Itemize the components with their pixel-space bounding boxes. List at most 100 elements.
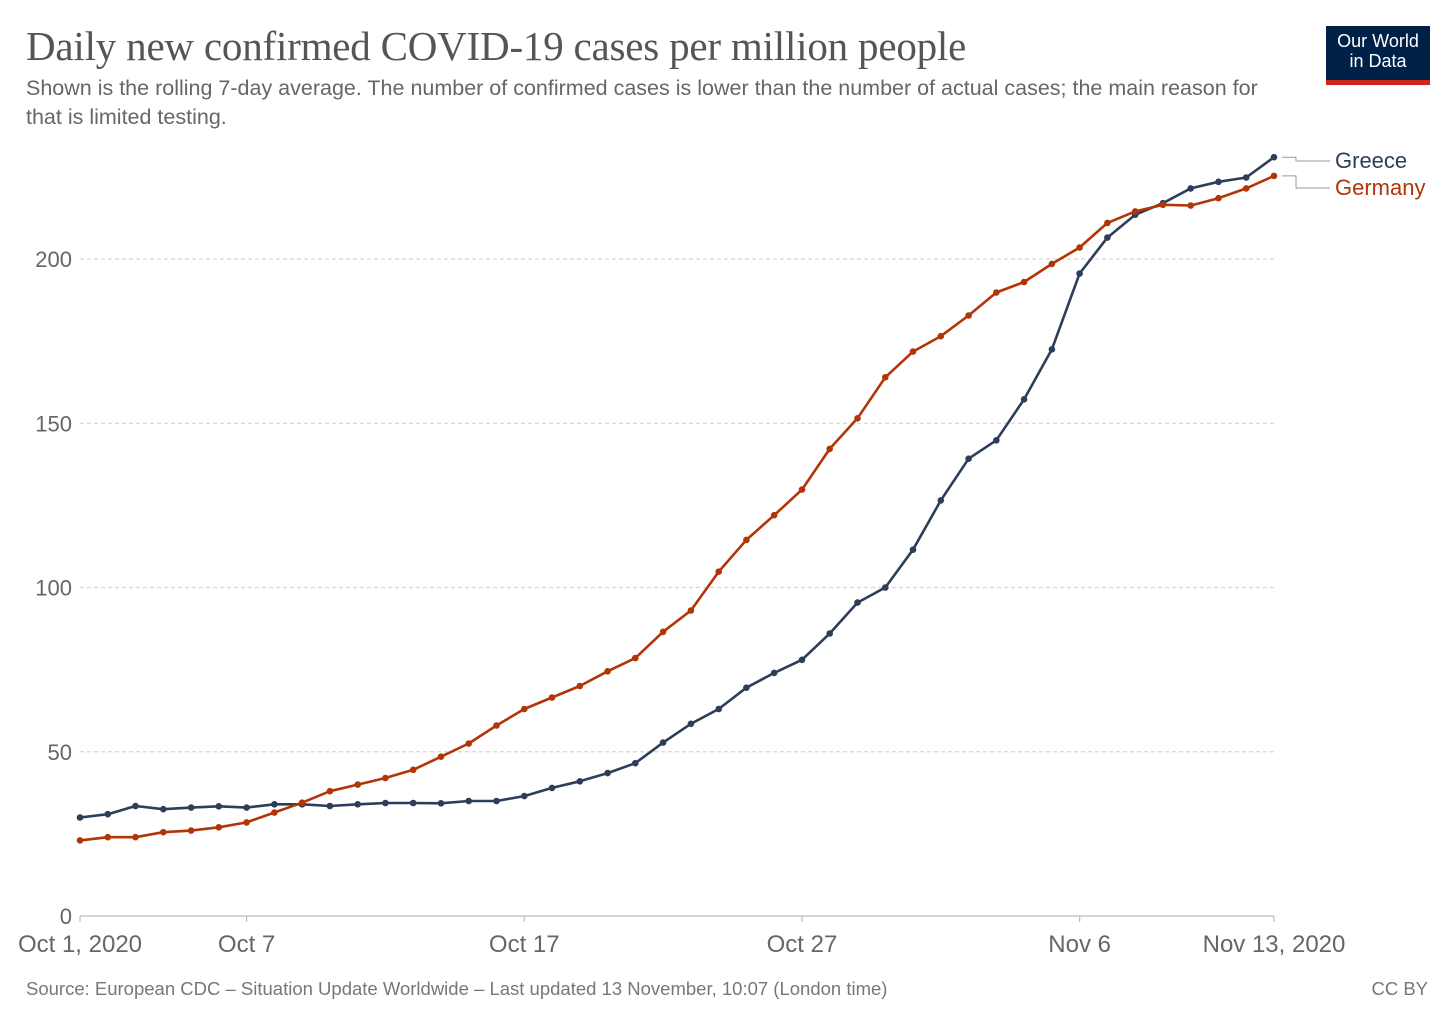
series-line-germany[interactable]	[79, 174, 1275, 842]
data-point-greece[interactable]	[715, 705, 722, 713]
data-point-greece[interactable]	[1242, 174, 1250, 181]
data-point-germany[interactable]	[132, 833, 139, 841]
data-point-germany[interactable]	[937, 332, 945, 340]
data-point-greece[interactable]	[76, 814, 84, 821]
data-point-germany[interactable]	[187, 827, 195, 834]
data-point-greece[interactable]	[909, 546, 917, 553]
data-point-greece[interactable]	[548, 784, 556, 792]
x-tick-label: Oct 27	[767, 931, 838, 958]
data-point-germany[interactable]	[576, 682, 584, 690]
data-point-greece[interactable]	[1104, 234, 1111, 241]
data-point-germany[interactable]	[1048, 260, 1056, 268]
data-point-germany[interactable]	[1215, 194, 1222, 202]
data-point-greece[interactable]	[1076, 270, 1083, 277]
data-point-greece[interactable]	[521, 792, 528, 800]
data-point-germany[interactable]	[1187, 202, 1194, 209]
data-point-germany[interactable]	[1020, 278, 1028, 286]
data-point-greece[interactable]	[854, 599, 861, 606]
data-point-greece[interactable]	[187, 804, 195, 811]
data-point-germany[interactable]	[493, 722, 500, 729]
data-point-greece[interactable]	[993, 437, 1000, 444]
data-point-germany[interactable]	[243, 819, 250, 826]
data-point-germany[interactable]	[743, 536, 750, 544]
data-point-greece[interactable]	[1215, 178, 1222, 186]
data-point-germany[interactable]	[909, 348, 917, 355]
chart-title: Daily new confirmed COVID-19 cases per m…	[26, 23, 967, 69]
data-point-greece[interactable]	[576, 778, 584, 785]
data-point-germany[interactable]	[76, 837, 84, 844]
data-point-greece[interactable]	[1270, 153, 1278, 161]
data-point-greece[interactable]	[770, 669, 778, 677]
data-point-greece[interactable]	[465, 797, 473, 805]
data-point-germany[interactable]	[1076, 244, 1083, 251]
data-point-greece[interactable]	[1020, 396, 1028, 403]
data-point-germany[interactable]	[548, 694, 556, 701]
data-point-germany[interactable]	[409, 766, 417, 774]
data-point-greece[interactable]	[493, 797, 500, 805]
data-point-greece[interactable]	[743, 684, 750, 691]
data-point-germany[interactable]	[521, 705, 528, 713]
x-tick-label: Nov 13, 2020	[1203, 931, 1346, 958]
data-point-germany[interactable]	[1104, 219, 1111, 227]
data-point-greece[interactable]	[354, 801, 362, 808]
data-point-greece[interactable]	[215, 803, 223, 810]
data-point-greece[interactable]	[243, 804, 250, 811]
grid-lines	[80, 258, 1274, 753]
data-point-germany[interactable]	[298, 799, 306, 806]
data-point-greece[interactable]	[1048, 346, 1056, 353]
data-point-germany[interactable]	[854, 415, 861, 422]
data-point-greece[interactable]	[632, 759, 639, 767]
data-point-germany[interactable]	[993, 289, 1000, 296]
data-point-germany[interactable]	[632, 654, 639, 662]
data-point-greece[interactable]	[1187, 185, 1194, 192]
data-point-greece[interactable]	[798, 656, 806, 664]
data-point-germany[interactable]	[465, 740, 473, 747]
data-point-germany[interactable]	[382, 774, 389, 782]
data-point-germany[interactable]	[798, 486, 806, 493]
data-point-germany[interactable]	[604, 668, 611, 675]
data-point-greece[interactable]	[659, 739, 667, 746]
data-point-germany[interactable]	[1131, 208, 1139, 215]
data-point-germany[interactable]	[160, 828, 167, 836]
legend-label-greece[interactable]: Greece	[1335, 148, 1407, 173]
data-point-germany[interactable]	[659, 628, 667, 636]
data-point-greece[interactable]	[160, 805, 167, 813]
data-point-germany[interactable]	[215, 824, 223, 831]
data-point-greece[interactable]	[882, 584, 889, 591]
data-point-greece[interactable]	[604, 769, 611, 777]
data-point-greece[interactable]	[965, 455, 972, 463]
data-point-greece[interactable]	[271, 801, 278, 808]
data-point-germany[interactable]	[1270, 172, 1278, 180]
data-point-greece[interactable]	[937, 497, 945, 504]
data-point-germany[interactable]	[882, 374, 889, 381]
data-point-germany[interactable]	[354, 781, 362, 788]
data-point-greece[interactable]	[104, 810, 112, 818]
source-note: Source: European CDC – Situation Update …	[26, 978, 888, 999]
y-tick-label: 50	[48, 740, 72, 765]
data-point-germany[interactable]	[715, 568, 722, 575]
data-point-germany[interactable]	[104, 833, 112, 841]
data-point-germany[interactable]	[1242, 185, 1250, 192]
data-point-germany[interactable]	[965, 312, 972, 319]
legend-connector	[1282, 156, 1330, 162]
data-point-germany[interactable]	[1159, 201, 1167, 209]
logo-accent-bar	[1326, 80, 1430, 85]
legend-label-germany[interactable]: Germany	[1335, 175, 1425, 200]
data-point-germany[interactable]	[437, 753, 445, 760]
data-point-greece[interactable]	[687, 720, 695, 728]
data-point-greece[interactable]	[382, 799, 389, 807]
data-point-germany[interactable]	[271, 809, 278, 816]
series-line-greece[interactable]	[79, 156, 1275, 819]
data-point-greece[interactable]	[409, 799, 417, 807]
data-point-germany[interactable]	[826, 445, 833, 453]
data-point-greece[interactable]	[132, 802, 139, 810]
license-link[interactable]: CC BY	[1371, 978, 1428, 999]
owid-logo[interactable]: Our World in Data	[1326, 26, 1430, 85]
y-tick-label: 200	[35, 247, 72, 272]
data-point-germany[interactable]	[326, 787, 334, 795]
data-point-germany[interactable]	[770, 511, 778, 519]
data-point-greece[interactable]	[437, 800, 445, 807]
data-point-greece[interactable]	[826, 630, 833, 637]
data-point-greece[interactable]	[326, 802, 334, 810]
data-point-germany[interactable]	[687, 607, 695, 614]
